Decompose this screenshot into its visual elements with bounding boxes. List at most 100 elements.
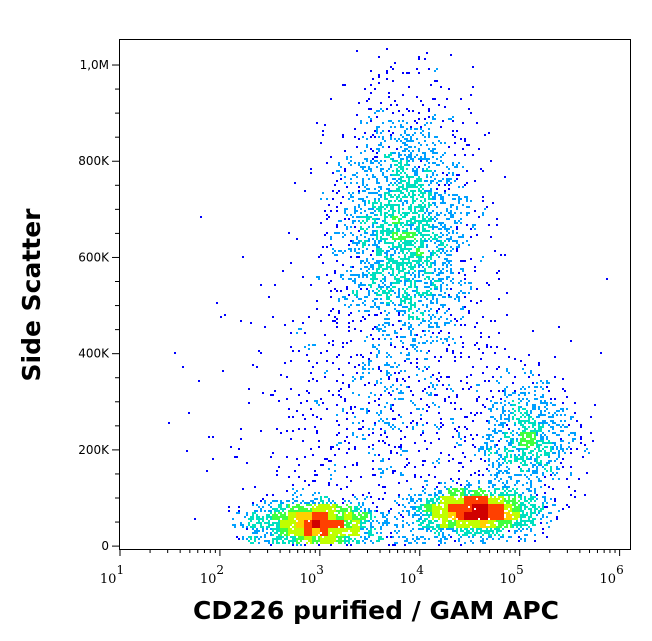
data-point — [510, 518, 512, 520]
data-point — [440, 290, 442, 292]
data-point — [422, 170, 424, 172]
data-point — [344, 542, 346, 544]
data-point — [458, 516, 460, 518]
data-point — [466, 170, 468, 172]
data-point — [414, 266, 416, 268]
data-point — [428, 524, 430, 526]
data-point — [432, 172, 434, 174]
data-point — [508, 416, 510, 418]
data-point — [438, 214, 440, 216]
data-point — [426, 244, 428, 246]
data-point — [556, 424, 558, 426]
data-point — [502, 506, 504, 508]
data-point — [468, 518, 470, 520]
data-point — [324, 124, 326, 126]
data-point — [264, 536, 266, 538]
data-point — [346, 504, 348, 506]
data-point — [336, 530, 338, 532]
data-point — [430, 226, 432, 228]
data-point — [284, 530, 286, 532]
data-point — [476, 322, 478, 324]
data-point — [444, 504, 446, 506]
data-point — [436, 192, 438, 194]
data-point — [490, 514, 492, 516]
data-point — [428, 170, 430, 172]
data-point — [322, 134, 324, 136]
data-point — [384, 204, 386, 206]
data-point — [376, 182, 378, 184]
data-point — [406, 182, 408, 184]
data-point — [322, 526, 324, 528]
data-point — [434, 268, 436, 270]
data-point — [506, 522, 508, 524]
data-point — [378, 498, 380, 500]
data-point — [522, 460, 524, 462]
data-point — [400, 246, 402, 248]
data-point — [336, 510, 338, 512]
data-point — [402, 346, 404, 348]
data-point — [468, 108, 470, 110]
data-point — [370, 108, 372, 110]
data-point — [448, 240, 450, 242]
data-point — [536, 446, 538, 448]
data-point — [460, 212, 462, 214]
data-point — [414, 182, 416, 184]
data-point — [412, 200, 414, 202]
data-point — [386, 294, 388, 296]
data-point — [534, 512, 536, 514]
data-point — [504, 436, 506, 438]
data-point — [332, 500, 334, 502]
data-point — [502, 492, 504, 494]
data-point — [494, 446, 496, 448]
data-point — [248, 524, 250, 526]
data-point — [432, 298, 434, 300]
data-point — [440, 502, 442, 504]
data-point — [348, 278, 350, 280]
data-point — [474, 526, 476, 528]
data-point — [496, 530, 498, 532]
data-point — [410, 186, 412, 188]
data-point — [406, 262, 408, 264]
data-point — [360, 240, 362, 242]
data-point — [518, 434, 520, 436]
data-point — [338, 512, 340, 514]
data-point — [358, 102, 360, 104]
data-point — [310, 524, 312, 526]
data-point — [336, 260, 338, 262]
data-point — [542, 426, 544, 428]
data-point — [386, 362, 388, 364]
data-point — [394, 226, 396, 228]
data-point — [300, 536, 302, 538]
data-point — [356, 510, 358, 512]
data-point — [422, 194, 424, 196]
data-point — [458, 524, 460, 526]
data-point — [388, 190, 390, 192]
data-point — [474, 210, 476, 212]
data-point — [456, 208, 458, 210]
data-point — [308, 534, 310, 536]
data-point — [408, 164, 410, 166]
data-point — [232, 524, 234, 526]
data-point — [498, 538, 500, 540]
data-point — [300, 516, 302, 518]
data-point — [464, 140, 466, 142]
data-point — [428, 194, 430, 196]
data-point — [390, 532, 392, 534]
data-point — [368, 534, 370, 536]
data-point — [336, 290, 338, 292]
data-point — [348, 526, 350, 528]
data-point — [296, 500, 298, 502]
data-point — [510, 478, 512, 480]
data-point — [534, 442, 536, 444]
data-point — [340, 174, 342, 176]
data-point — [342, 196, 344, 198]
data-point — [480, 490, 482, 492]
data-point — [342, 508, 344, 510]
data-point — [294, 534, 296, 536]
data-point — [456, 296, 458, 298]
data-point — [552, 416, 554, 418]
data-point — [368, 202, 370, 204]
data-point — [378, 522, 380, 524]
data-point — [554, 442, 556, 444]
data-point — [538, 450, 540, 452]
